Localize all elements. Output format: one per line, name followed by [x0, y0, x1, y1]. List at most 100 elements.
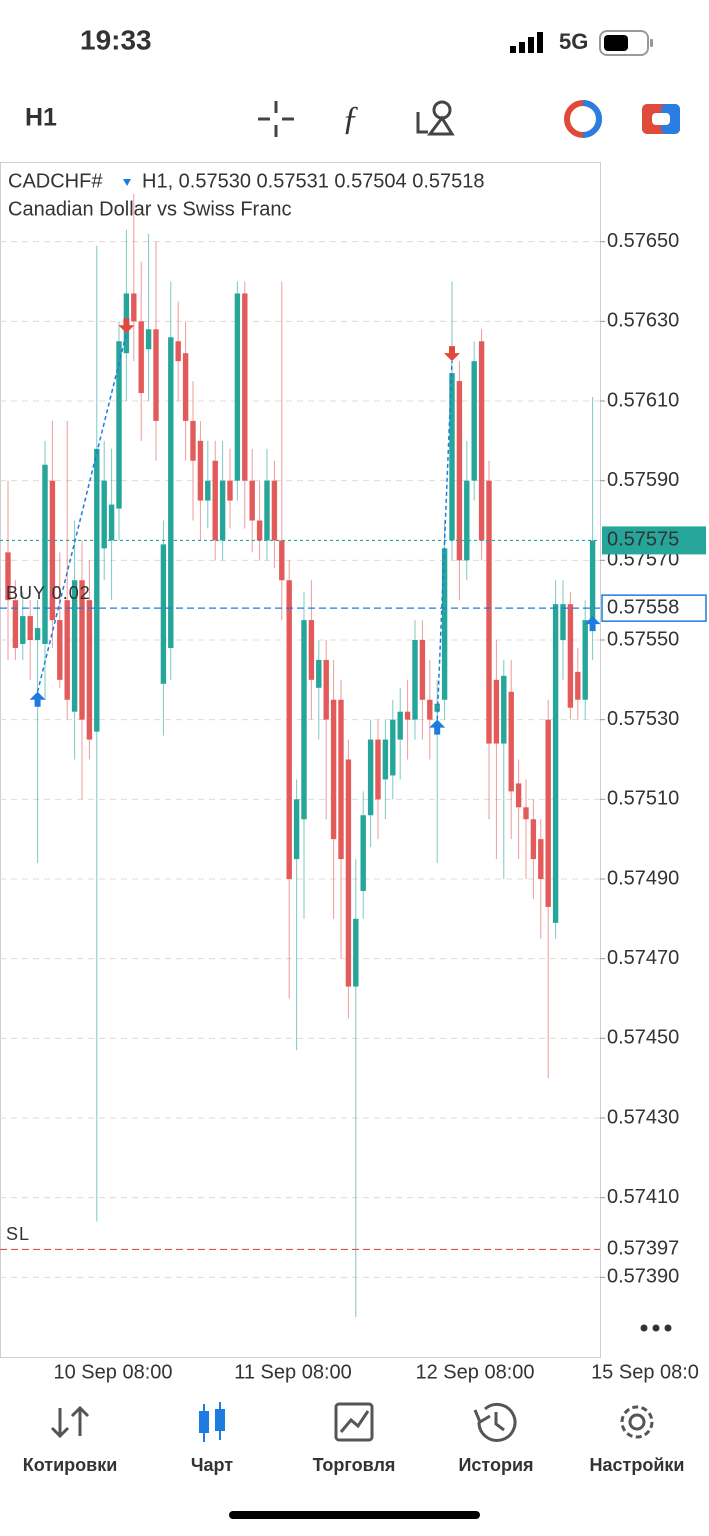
candle-body	[64, 600, 70, 700]
candle-body	[256, 520, 263, 541]
candle-body	[242, 293, 248, 481]
candle-body	[360, 815, 366, 891]
crosshair-button[interactable]	[258, 101, 294, 137]
y-tick-label: 0.57450	[607, 1027, 679, 1049]
candle-body	[34, 628, 41, 640]
price-box	[602, 526, 706, 555]
objects-button[interactable]	[416, 100, 455, 136]
level-text: BUY 0.02	[6, 583, 91, 603]
y-tick-label: 0.57650	[607, 230, 679, 252]
candle-body	[330, 699, 337, 840]
candle-body	[567, 604, 574, 708]
nav-label[interactable]: История	[458, 1455, 533, 1475]
candle-body	[308, 620, 315, 680]
trade-line	[36, 333, 128, 692]
candle-body	[501, 675, 507, 744]
price-label: 0.57575	[607, 529, 679, 551]
candle-body	[471, 361, 477, 481]
candle-body	[390, 719, 396, 776]
y-tick-label: 0.57610	[607, 389, 679, 411]
price-label: 0.57558	[607, 596, 679, 618]
candle-body	[153, 329, 159, 421]
candle-body	[175, 341, 181, 362]
candle-body	[293, 799, 300, 860]
sell-arrow	[118, 318, 135, 334]
candle-body	[42, 464, 48, 644]
trade-button[interactable]	[642, 104, 680, 134]
candle-body	[286, 580, 292, 879]
signal-icon	[510, 32, 543, 53]
x-tick-label: 15 Sep 08:0	[591, 1361, 699, 1383]
candle-body	[345, 759, 352, 987]
candle-body	[190, 420, 196, 461]
buy-arrow	[29, 691, 46, 707]
symbol[interactable]: CADCHF#	[8, 170, 103, 192]
candle-body	[323, 659, 329, 720]
candle-body	[560, 604, 566, 640]
candle-body	[86, 600, 93, 740]
candle-body	[464, 480, 470, 561]
settings-icon[interactable]	[620, 1405, 654, 1439]
history-icon[interactable]	[473, 1402, 517, 1442]
candle-body	[523, 807, 529, 820]
level-text: SL	[6, 1224, 30, 1244]
candle-body	[219, 480, 226, 541]
candle-body	[456, 381, 463, 561]
trade-line	[436, 361, 453, 720]
candle-body	[338, 699, 344, 860]
description: Canadian Dollar vs Swiss Franc	[8, 198, 291, 220]
y-tick-label: 0.57530	[607, 708, 679, 730]
candle-body	[552, 604, 559, 923]
candle-body	[71, 580, 78, 712]
candle-body	[589, 540, 596, 621]
candle-body	[271, 480, 278, 541]
candle-body	[575, 671, 581, 700]
candle-body	[478, 341, 485, 541]
buy-arrow	[429, 719, 446, 735]
candle-body	[227, 480, 233, 501]
bottom-nav: Котировки Чарт Торговля История Настройки	[23, 1455, 685, 1475]
price-label: 0.57397	[607, 1238, 679, 1260]
nav-label[interactable]: Торговля	[313, 1455, 396, 1475]
chart-icon[interactable]	[199, 1402, 225, 1442]
buy-arrow	[584, 616, 601, 632]
nav-label[interactable]: Котировки	[23, 1455, 118, 1475]
symbol-dropdown[interactable]	[123, 179, 131, 186]
network: 5G	[559, 29, 588, 54]
candle-body	[412, 640, 418, 720]
oneclick-button[interactable]	[564, 100, 602, 138]
candle-body	[234, 293, 241, 481]
candle-body	[316, 659, 322, 688]
candle-body	[404, 711, 411, 720]
candle-body	[12, 600, 19, 648]
nav-label[interactable]: Чарт	[191, 1455, 233, 1475]
nav-label[interactable]: Настройки	[590, 1455, 685, 1475]
quotes-icon[interactable]	[50, 1405, 90, 1439]
ohlc-info: H1, 0.57530 0.57531 0.57504 0.57518	[142, 170, 485, 192]
y-tick-label: 0.57430	[607, 1106, 679, 1128]
trade-icon[interactable]	[334, 1402, 374, 1442]
candle-body	[545, 719, 551, 907]
candle-body	[79, 580, 85, 720]
x-tick-label: 10 Sep 08:00	[54, 1361, 173, 1383]
candle-body	[493, 679, 500, 744]
candle-body	[131, 293, 137, 322]
candle-body	[279, 540, 285, 581]
candle-body	[434, 703, 440, 712]
more-button[interactable]	[640, 1324, 672, 1332]
candle-body	[375, 739, 381, 800]
candle-body	[116, 341, 122, 509]
y-tick-label: 0.57510	[607, 788, 679, 810]
timeframe[interactable]: H1	[25, 104, 57, 132]
candle-body	[182, 353, 189, 421]
candle-body	[301, 620, 307, 820]
candle-body	[515, 783, 522, 808]
y-tick-label: 0.57470	[607, 947, 679, 969]
candle-body	[5, 552, 11, 601]
candle-body	[168, 337, 174, 648]
y-tick-label: 0.57390	[607, 1266, 679, 1288]
candle-body	[264, 480, 270, 541]
indicators-button[interactable]: ƒ	[342, 100, 359, 137]
candle-body	[145, 329, 152, 350]
y-tick-label: 0.57590	[607, 469, 679, 491]
